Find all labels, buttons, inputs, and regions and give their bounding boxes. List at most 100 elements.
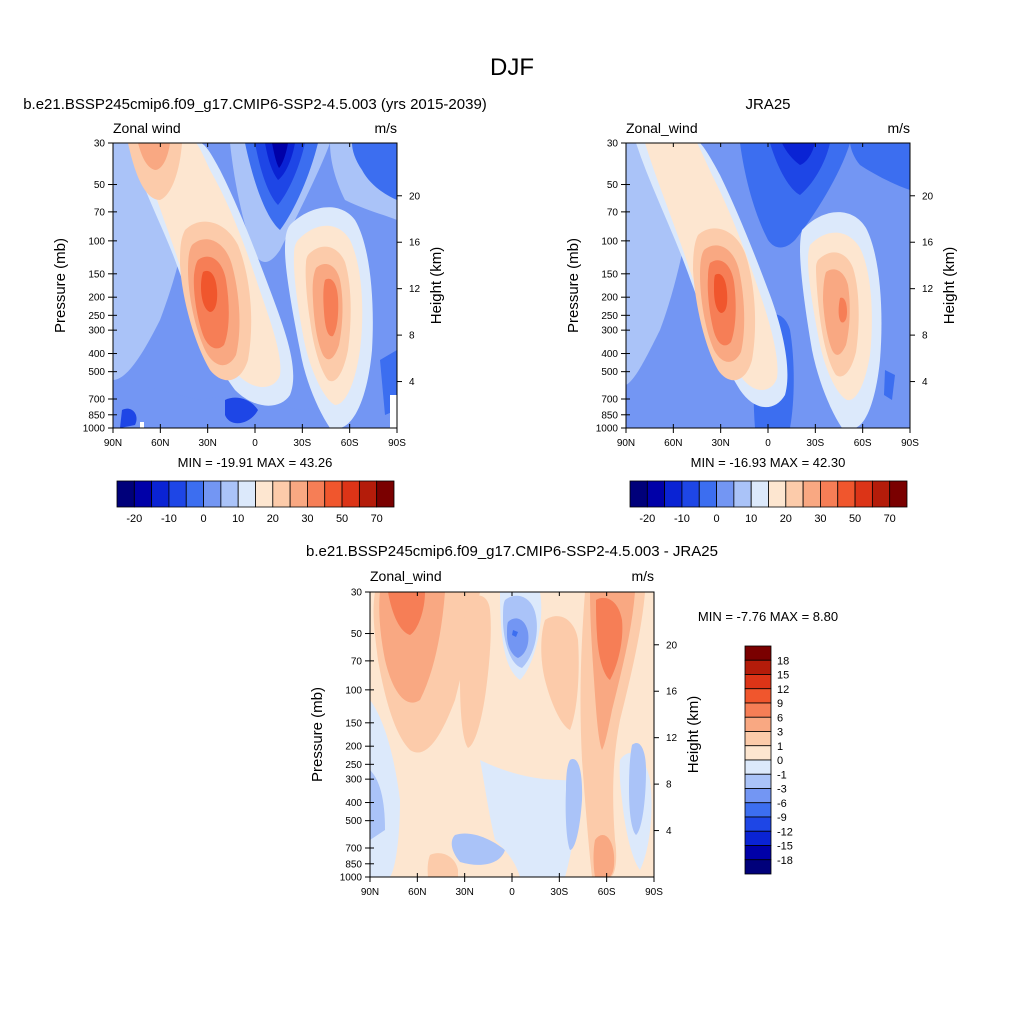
y-tick-label: 100 <box>345 685 362 696</box>
colorbar-swatch <box>744 716 772 732</box>
y-tick-label: 500 <box>345 816 362 827</box>
contour-region <box>770 143 830 195</box>
contour-region <box>512 630 518 637</box>
contour-region <box>352 143 397 200</box>
y-tick-label: 250 <box>601 311 618 322</box>
y-tick-label: 50 <box>351 629 363 640</box>
y-axis-title: Pressure (mb) <box>52 238 69 333</box>
contour-region <box>379 592 445 703</box>
contour-region <box>850 143 910 190</box>
contour-field <box>626 143 910 428</box>
height-tick-label: 16 <box>922 238 934 249</box>
colorbar-label: 10 <box>232 513 244 525</box>
colorbar-swatch <box>744 674 772 690</box>
y-tick-label: 150 <box>345 718 362 729</box>
contour-region <box>629 742 646 835</box>
contour-region <box>596 597 623 680</box>
colorbar-swatch <box>785 480 804 508</box>
panel-difference: b.e21.BSSP245cmip6.f09_g17.CMIP6-SSP2-4.… <box>306 543 838 898</box>
x-tick-label: 0 <box>509 887 515 898</box>
panel-left-label: Zonal_wind <box>370 568 442 584</box>
contour-region <box>201 270 218 312</box>
x-tick-label: 90N <box>617 438 635 449</box>
colorbar-label: 3 <box>777 727 783 739</box>
y-tick-label: 200 <box>601 293 618 304</box>
y-tick-label: 700 <box>601 395 618 406</box>
colorbar-swatch <box>768 480 787 508</box>
height-tick-label: 16 <box>409 238 421 249</box>
contour-region <box>884 370 895 400</box>
height-tick-label: 12 <box>409 284 421 295</box>
stats-text: MIN = -7.76 MAX = 8.80 <box>698 609 838 624</box>
colorbar-swatch <box>750 480 769 508</box>
colorbar-swatch <box>220 480 239 508</box>
y-tick-label: 30 <box>351 588 363 599</box>
panel-title: b.e21.BSSP245cmip6.f09_g17.CMIP6-SSP2-4.… <box>306 543 718 560</box>
x-tick-label: 0 <box>252 438 258 449</box>
colorbar-label: 18 <box>777 655 789 667</box>
colorbar-label: 10 <box>745 513 757 525</box>
contour-region <box>272 143 288 168</box>
contour-region <box>388 592 425 635</box>
panel-axes: 305070100150200250300400500700850100090N… <box>309 588 702 899</box>
height-tick-label: 4 <box>922 377 928 388</box>
colorbar-swatch <box>168 480 187 508</box>
y-tick-label: 300 <box>601 326 618 337</box>
contour-region <box>451 833 505 865</box>
missing-data <box>140 422 144 428</box>
contour-region <box>593 835 615 877</box>
colorbar-label: 70 <box>371 513 383 525</box>
x-tick-label: 90S <box>645 887 663 898</box>
height-tick-label: 16 <box>666 687 678 698</box>
colorbar-swatch <box>733 480 752 508</box>
colorbar-label: -6 <box>777 798 787 810</box>
colorbar-label: -9 <box>777 812 787 824</box>
colorbar-swatch <box>744 759 772 775</box>
x-tick-label: 30S <box>806 438 824 449</box>
contour-field <box>370 592 654 877</box>
colorbar: 18 15 12 9 6 3 1 0 -1 -3 -6 -9 -12 -15 -18 <box>744 645 793 875</box>
x-tick-label: 60S <box>341 438 359 449</box>
colorbar-label: 70 <box>884 513 896 525</box>
colorbar-label: 20 <box>780 513 792 525</box>
contour-region <box>507 618 529 658</box>
height-tick-label: 8 <box>666 780 672 791</box>
colorbar-swatch <box>237 480 256 508</box>
colorbar-swatch <box>716 480 735 508</box>
colorbar-swatch <box>376 480 395 508</box>
colorbar-label: 15 <box>777 670 789 682</box>
colorbar-swatch <box>116 480 135 508</box>
colorbar-label: 9 <box>777 698 783 710</box>
contour-region <box>460 595 491 748</box>
colorbar-swatch <box>820 480 839 508</box>
y-tick-label: 700 <box>345 844 362 855</box>
y-tick-label: 200 <box>345 742 362 753</box>
panel-left-label: Zonal_wind <box>626 120 698 136</box>
y-tick-label: 70 <box>607 207 619 218</box>
colorbar-swatch <box>646 480 666 508</box>
colorbar-label: -15 <box>777 841 793 853</box>
height-tick-label: 20 <box>666 640 678 651</box>
panel-axes: 305070100150200250300400500700850100090N… <box>565 139 958 450</box>
colorbar-swatch <box>203 480 222 508</box>
y-axis-title: Pressure (mb) <box>565 238 582 333</box>
colorbar-swatch <box>133 480 153 508</box>
y-tick-label: 400 <box>601 349 618 360</box>
colorbar-label: -20 <box>639 513 655 525</box>
panel-axes: 305070100150200250300400500700850100090N… <box>52 139 445 450</box>
x-tick-label: 0 <box>765 438 771 449</box>
colorbar-swatch <box>151 480 170 508</box>
x-tick-label: 60N <box>664 438 682 449</box>
x-tick-label: 60S <box>598 887 616 898</box>
colorbar-label: 30 <box>301 513 313 525</box>
stats-text: MIN = -19.91 MAX = 43.26 <box>178 455 333 470</box>
y-tick-label: 250 <box>345 760 362 771</box>
panel-model: b.e21.BSSP245cmip6.f09_g17.CMIP6-SSP2-4.… <box>23 96 487 525</box>
contour-region <box>541 616 579 730</box>
x-tick-label: 60S <box>854 438 872 449</box>
x-tick-label: 90N <box>361 887 379 898</box>
colorbar-label: 50 <box>849 513 861 525</box>
colorbar-swatch <box>681 480 700 508</box>
y-tick-label: 30 <box>94 139 106 150</box>
panel-units: m/s <box>631 568 654 584</box>
